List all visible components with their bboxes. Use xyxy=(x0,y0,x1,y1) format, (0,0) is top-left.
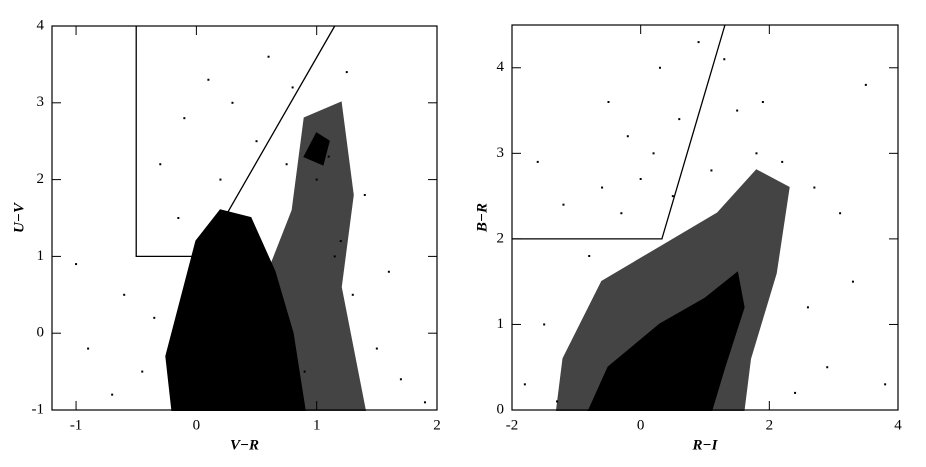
data-point xyxy=(291,86,294,89)
density-region xyxy=(587,271,745,411)
data-point xyxy=(736,109,739,112)
data-point xyxy=(153,316,156,319)
data-point xyxy=(523,383,526,386)
x-tick-label: 4 xyxy=(894,417,902,433)
data-point xyxy=(826,366,829,369)
data-point xyxy=(339,240,342,243)
data-point xyxy=(363,193,366,196)
y-tick-label: 0 xyxy=(37,325,45,341)
data-point xyxy=(562,203,565,206)
x-axis-label: V−R xyxy=(230,437,259,453)
data-point xyxy=(423,401,426,404)
data-point xyxy=(601,186,604,189)
data-point xyxy=(697,41,700,44)
data-point xyxy=(309,151,312,154)
data-point xyxy=(255,140,258,143)
y-tick-label: -1 xyxy=(32,401,45,417)
selection-boundary xyxy=(512,24,726,240)
data-point xyxy=(207,78,210,81)
data-point xyxy=(75,263,78,266)
data-point xyxy=(333,255,336,258)
data-point xyxy=(639,178,642,180)
data-point xyxy=(851,280,854,283)
data-point xyxy=(87,347,90,350)
data-point xyxy=(723,58,726,61)
x-tick-label: 0 xyxy=(193,417,201,433)
y-tick-label: 4 xyxy=(37,17,45,33)
data-point xyxy=(123,293,126,296)
y-tick-label: 1 xyxy=(37,248,45,264)
data-point xyxy=(884,383,887,386)
plot-frame xyxy=(51,25,438,411)
y-tick-label: 2 xyxy=(497,230,505,246)
data-point xyxy=(626,135,629,138)
data-point xyxy=(658,66,661,69)
data-point xyxy=(387,270,390,273)
data-point xyxy=(159,163,162,166)
data-point xyxy=(231,101,234,104)
data-point xyxy=(710,169,713,172)
data-point xyxy=(678,118,681,121)
plot-frame xyxy=(511,24,899,411)
x-tick-label: 0 xyxy=(637,417,645,433)
data-point xyxy=(761,101,764,103)
selection-boundary xyxy=(135,25,336,258)
data-point xyxy=(285,163,288,166)
x-tick-label: 2 xyxy=(766,417,774,433)
data-point xyxy=(806,306,809,309)
data-point xyxy=(794,391,797,394)
data-point xyxy=(267,55,270,58)
data-point xyxy=(219,178,222,181)
x-axis-label: R−I xyxy=(692,437,719,453)
y-tick-label: 3 xyxy=(497,145,505,161)
y-axis-label: B−R xyxy=(474,203,490,233)
y-tick-label: 3 xyxy=(37,94,45,110)
data-point xyxy=(864,83,867,86)
data-point xyxy=(536,160,539,163)
data-point xyxy=(652,152,655,155)
data-point xyxy=(321,140,324,143)
y-tick-label: 2 xyxy=(37,171,45,187)
y-tick-label: 4 xyxy=(497,59,505,75)
y-tick-label: 0 xyxy=(497,401,505,417)
data-point xyxy=(781,160,784,163)
data-point xyxy=(345,71,348,74)
panel: -1 0 1 2 -1 0 1 2 3 4 V−R U−V xyxy=(11,17,440,453)
data-point xyxy=(607,101,610,103)
data-point xyxy=(543,323,546,326)
y-tick-label: 1 xyxy=(497,316,505,332)
data-point xyxy=(303,370,306,373)
y-axis-label: U−V xyxy=(11,201,27,233)
data-point xyxy=(755,152,758,155)
data-point xyxy=(375,347,378,350)
data-point xyxy=(315,178,318,181)
data-point xyxy=(141,370,144,373)
density-region xyxy=(165,209,306,411)
data-point xyxy=(351,293,354,296)
data-point xyxy=(556,400,559,403)
data-point xyxy=(111,393,114,396)
data-point xyxy=(183,117,186,120)
x-tick-label: -2 xyxy=(506,417,519,433)
x-tick-label: -1 xyxy=(70,417,83,433)
data-point xyxy=(177,217,180,219)
data-point xyxy=(588,255,591,257)
x-tick-label: 1 xyxy=(313,417,321,433)
data-point xyxy=(327,155,330,158)
data-point xyxy=(671,195,674,198)
x-tick-label: 2 xyxy=(433,417,441,433)
data-point xyxy=(813,186,816,189)
data-point xyxy=(399,378,402,381)
data-point xyxy=(620,212,623,215)
data-point xyxy=(839,212,842,215)
